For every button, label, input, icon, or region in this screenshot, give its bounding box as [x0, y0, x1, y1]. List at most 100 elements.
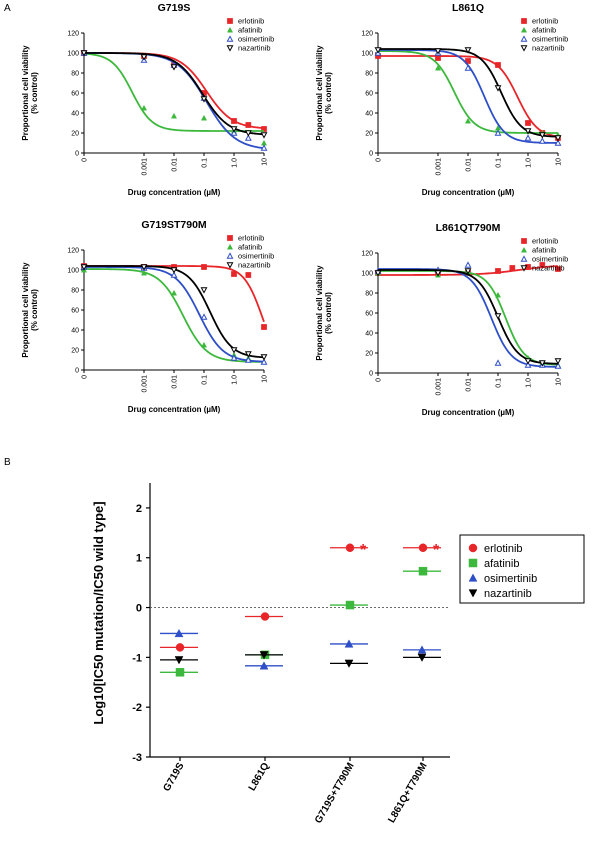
osimertinib-point	[174, 628, 184, 638]
y-tick-label: 100	[361, 271, 373, 278]
osimertinib-point	[259, 661, 269, 670]
x-tick-label: 0.01	[172, 375, 179, 389]
afatinib-point	[170, 112, 178, 119]
nazartinib-point	[260, 132, 268, 139]
nazartinib-point	[244, 351, 252, 358]
osimertinib-legend-marker	[520, 255, 528, 262]
afatinib-legend-label: afatinib	[238, 26, 262, 35]
nazartinib-legend-label: nazartinib	[532, 44, 565, 53]
osimertinib-point	[554, 139, 562, 146]
y-tick-label: 120	[361, 31, 373, 38]
x-tick-label: 0.001	[436, 158, 443, 176]
osimertinib-legend-marker	[226, 35, 234, 42]
x-tick-label: 0	[82, 375, 89, 379]
afatinib-point	[140, 104, 148, 111]
osimertinib-point	[464, 261, 472, 268]
y-tick-label: 0	[369, 151, 373, 158]
y-tick-label: 0	[75, 151, 79, 158]
osimertinib-legend-label: osimertinib	[238, 252, 274, 261]
x-tick-label: 0	[376, 158, 383, 162]
nazartinib-point	[260, 354, 268, 361]
nazartinib-fit-curve	[84, 265, 265, 359]
panel-b-ic50-chart: Log10[IC50 mutation/IC50 wild type] 2 1 0 -…	[91, 483, 585, 825]
nazartinib-legend-marker	[468, 589, 478, 598]
y-tick-label: 40	[71, 111, 79, 118]
afatinib-legend-label: afatinib	[532, 246, 556, 255]
x-tick-label: 10	[262, 375, 269, 383]
y-tick-label: 60	[365, 311, 373, 318]
osimertinib-legend-marker	[468, 573, 478, 582]
nazartinib-legend-label: nazartinib	[238, 44, 271, 53]
nazartinib-point	[230, 126, 238, 133]
osimertinib-legend-marker	[520, 35, 528, 42]
y-tick-label: -3	[132, 752, 142, 764]
erlotinib-legend-marker	[521, 238, 527, 244]
erlotinib-point	[495, 268, 501, 274]
osimertinib-point	[230, 354, 238, 361]
afatinib-point	[170, 289, 178, 296]
nazartinib-point	[554, 358, 562, 365]
nazartinib-legend-label: nazartinib	[532, 264, 565, 273]
osimertinib-point	[344, 639, 354, 648]
legend-box	[459, 534, 585, 604]
nazartinib-point	[494, 313, 502, 320]
x-tick-label: L861Q	[247, 761, 272, 793]
y-axis-title-line2: (% control)	[30, 72, 39, 114]
afatinib-point	[345, 600, 355, 610]
osimertinib-point	[524, 134, 532, 141]
osimertinib-point	[244, 134, 252, 141]
nazartinib-legend-marker	[520, 265, 528, 272]
nazartinib-legend-marker	[226, 45, 234, 52]
y-axis-title: Log10[IC50 mutation/IC50 wild type]	[91, 501, 106, 724]
erlotinib-point	[525, 120, 531, 126]
y-tick-label: 100	[361, 51, 373, 58]
nazartinib-point	[244, 130, 252, 137]
panel-title: G719S	[158, 2, 191, 14]
osimertinib-legend-label: osimertinib	[484, 573, 537, 585]
erlotinib-point	[245, 122, 252, 128]
erlotinib-point	[435, 55, 441, 61]
afatinib-point	[464, 117, 472, 124]
erlotinib-legend-marker	[521, 18, 527, 24]
erlotinib-point	[418, 543, 428, 553]
y-tick-label: 40	[365, 331, 373, 338]
x-tick-label: 0.1	[496, 158, 503, 168]
x-tick-label: 10	[556, 378, 563, 386]
nazartinib-point	[374, 270, 382, 277]
nazartinib-legend-label: nazartinib	[238, 261, 271, 270]
erlotinib-point	[539, 262, 546, 268]
osimertinib-point	[494, 129, 502, 136]
y-axis-title-line2: (% control)	[324, 292, 333, 334]
osimertinib-point	[538, 137, 546, 144]
panel-b-letter: B	[4, 457, 11, 468]
x-tick-label: 0.001	[436, 378, 443, 396]
x-tick-label: 0	[376, 378, 383, 382]
erlotinib-legend-label: erlotinib	[238, 234, 264, 243]
erlotinib-point	[555, 266, 561, 272]
afatinib-point	[418, 566, 428, 576]
erlotinib-fit-curve	[378, 55, 559, 138]
erlotinib-point	[260, 612, 270, 621]
y-tick-label: 0	[369, 371, 373, 378]
y-axis-title-line1: Proportional cell viability	[21, 45, 30, 141]
x-tick-label: 0.001	[142, 375, 149, 393]
nazartinib-point	[434, 270, 442, 277]
y-tick-label: 100	[67, 268, 79, 275]
afatinib-point	[494, 291, 502, 298]
y-tick-label: 20	[71, 131, 79, 138]
afatinib-legend-marker	[468, 558, 478, 568]
osimertinib-point	[417, 645, 427, 654]
erlotinib-point	[261, 324, 267, 330]
y-tick-label: 2	[136, 503, 142, 515]
y-axis-title-line2: (% control)	[324, 72, 333, 114]
nazartinib-point	[494, 85, 502, 92]
afatinib-legend-marker	[520, 26, 528, 33]
x-axis-title: Drug concentration (µM)	[128, 188, 221, 197]
nazartinib-point	[230, 347, 238, 354]
y-tick-label: 20	[365, 351, 373, 358]
osimertinib-point	[244, 356, 252, 363]
afatinib-legend-marker	[226, 243, 234, 250]
y-tick-label: 60	[71, 308, 79, 315]
x-axis-title: Drug concentration (µM)	[128, 405, 221, 414]
